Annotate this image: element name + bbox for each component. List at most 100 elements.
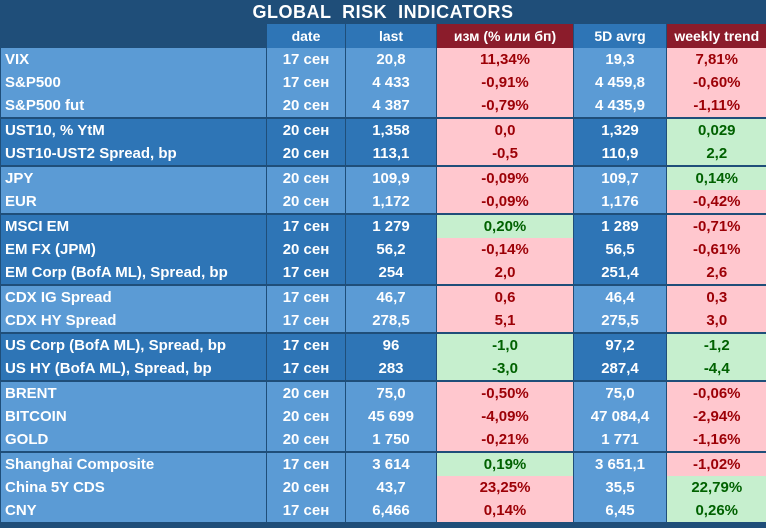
last-value: 96 <box>345 332 437 357</box>
avg-5d-value: 287,4 <box>573 357 667 381</box>
table-row: CDX IG Spread 17 сен 46,7 0,6 46,4 0,3 <box>0 284 766 309</box>
table-row: EM Corp (BofA ML), Spread, bp 17 сен 254 2,… <box>0 261 766 285</box>
table-row: EM FX (JPM) 20 сен 56,2 -0,14% 56,5 -0,61% <box>0 238 766 261</box>
date-cell: 20 сен <box>266 142 346 166</box>
table-row: MSCI EM 17 сен 1 279 0,20% 1 289 -0,71% <box>0 213 766 238</box>
change-value: -0,91% <box>436 71 574 94</box>
weekly-trend-value: 0,3 <box>666 284 766 309</box>
indicator-name: China 5Y CDS <box>0 476 267 499</box>
indicator-name: CDX IG Spread <box>0 284 267 309</box>
avg-5d-value: 4 435,9 <box>573 94 667 118</box>
change-value: -3,0 <box>436 357 574 381</box>
weekly-trend-value: -0,06% <box>666 380 766 405</box>
weekly-trend-value: -4,4 <box>666 357 766 381</box>
weekly-trend-value: -0,42% <box>666 190 766 214</box>
weekly-trend-value: -0,60% <box>666 71 766 94</box>
indicator-name: US Corp (BofA ML), Spread, bp <box>0 332 267 357</box>
header-last: last <box>345 24 437 48</box>
table-row: CDX HY Spread 17 сен 278,5 5,1 275,5 3,0 <box>0 309 766 333</box>
last-value: 46,7 <box>345 284 437 309</box>
date-cell: 17 сен <box>266 309 346 333</box>
change-value: 11,34% <box>436 48 574 71</box>
change-value: -0,5 <box>436 142 574 166</box>
change-value: 0,6 <box>436 284 574 309</box>
weekly-trend-value: 0,26% <box>666 499 766 522</box>
date-cell: 20 сен <box>266 476 346 499</box>
table-row: UST10-UST2 Spread, bp 20 сен 113,1 -0,5 110,… <box>0 142 766 166</box>
change-value: 0,20% <box>436 213 574 238</box>
indicator-name: UST10-UST2 Spread, bp <box>0 142 267 166</box>
table-row: Shanghai Composite 17 сен 3 614 0,19% 3 651,… <box>0 451 766 476</box>
indicator-name: BITCOIN <box>0 405 267 428</box>
avg-5d-value: 35,5 <box>573 476 667 499</box>
date-cell: 17 сен <box>266 48 346 71</box>
weekly-trend-value: 2,2 <box>666 142 766 166</box>
indicators-table: date last изм (% или бп) 5D avrg weekly … <box>0 24 766 522</box>
table-row: China 5Y CDS 20 сен 43,7 23,25% 35,5 22,79% <box>0 476 766 499</box>
weekly-trend-value: -1,11% <box>666 94 766 118</box>
indicator-name: GOLD <box>0 428 267 452</box>
indicator-name: US HY (BofA ML), Spread, bp <box>0 357 267 381</box>
weekly-trend-value: -1,02% <box>666 451 766 476</box>
indicator-name: EM Corp (BofA ML), Spread, bp <box>0 261 267 285</box>
avg-5d-value: 1 771 <box>573 428 667 452</box>
indicator-name: MSCI EM <box>0 213 267 238</box>
date-cell: 17 сен <box>266 357 346 381</box>
table-row: VIX 17 сен 20,8 11,34% 19,3 7,81% <box>0 48 766 71</box>
table-row: UST10, % YtM 20 сен 1,358 0,0 1,329 0,029 <box>0 117 766 142</box>
indicator-name: EM FX (JPM) <box>0 238 267 261</box>
date-cell: 17 сен <box>266 213 346 238</box>
date-cell: 20 сен <box>266 165 346 190</box>
change-value: 0,19% <box>436 451 574 476</box>
last-value: 1 279 <box>345 213 437 238</box>
table-header-row: date last изм (% или бп) 5D avrg weekly … <box>0 24 766 48</box>
weekly-trend-value: 0,14% <box>666 165 766 190</box>
header-name <box>0 24 267 48</box>
avg-5d-value: 110,9 <box>573 142 667 166</box>
last-value: 283 <box>345 357 437 381</box>
indicator-name: S&P500 <box>0 71 267 94</box>
date-cell: 17 сен <box>266 261 346 285</box>
last-value: 278,5 <box>345 309 437 333</box>
date-cell: 17 сен <box>266 332 346 357</box>
last-value: 1,172 <box>345 190 437 214</box>
table-row: GOLD 20 сен 1 750 -0,21% 1 771 -1,16% <box>0 428 766 452</box>
last-value: 6,466 <box>345 499 437 522</box>
table-row: BITCOIN 20 сен 45 699 -4,09% 47 084,4 -2,94% <box>0 405 766 428</box>
change-value: 2,0 <box>436 261 574 285</box>
date-cell: 20 сен <box>266 380 346 405</box>
indicator-name: UST10, % YtM <box>0 117 267 142</box>
avg-5d-value: 3 651,1 <box>573 451 667 476</box>
weekly-trend-value: -1,2 <box>666 332 766 357</box>
header-weekly-trend: weekly trend <box>666 24 766 48</box>
table-row: US Corp (BofA ML), Spread, bp 17 сен 96 -1,… <box>0 332 766 357</box>
date-cell: 20 сен <box>266 190 346 214</box>
date-cell: 20 сен <box>266 94 346 118</box>
avg-5d-value: 275,5 <box>573 309 667 333</box>
avg-5d-value: 6,45 <box>573 499 667 522</box>
date-cell: 17 сен <box>266 71 346 94</box>
weekly-trend-value: -0,61% <box>666 238 766 261</box>
avg-5d-value: 75,0 <box>573 380 667 405</box>
weekly-trend-value: -2,94% <box>666 405 766 428</box>
last-value: 1,358 <box>345 117 437 142</box>
change-value: 5,1 <box>436 309 574 333</box>
change-value: -0,09% <box>436 190 574 214</box>
last-value: 4 433 <box>345 71 437 94</box>
avg-5d-value: 251,4 <box>573 261 667 285</box>
table-row: S&P500 17 сен 4 433 -0,91% 4 459,8 -0,60% <box>0 71 766 94</box>
change-value: -0,14% <box>436 238 574 261</box>
change-value: -1,0 <box>436 332 574 357</box>
table-row: EUR 20 сен 1,172 -0,09% 1,176 -0,42% <box>0 190 766 214</box>
last-value: 45 699 <box>345 405 437 428</box>
last-value: 56,2 <box>345 238 437 261</box>
avg-5d-value: 109,7 <box>573 165 667 190</box>
last-value: 20,8 <box>345 48 437 71</box>
weekly-trend-value: 3,0 <box>666 309 766 333</box>
table-row: US HY (BofA ML), Spread, bp 17 сен 283 -3,0… <box>0 357 766 381</box>
avg-5d-value: 56,5 <box>573 238 667 261</box>
change-value: -4,09% <box>436 405 574 428</box>
indicator-name: BRENT <box>0 380 267 405</box>
indicator-name: EUR <box>0 190 267 214</box>
header-change: изм (% или бп) <box>436 24 574 48</box>
